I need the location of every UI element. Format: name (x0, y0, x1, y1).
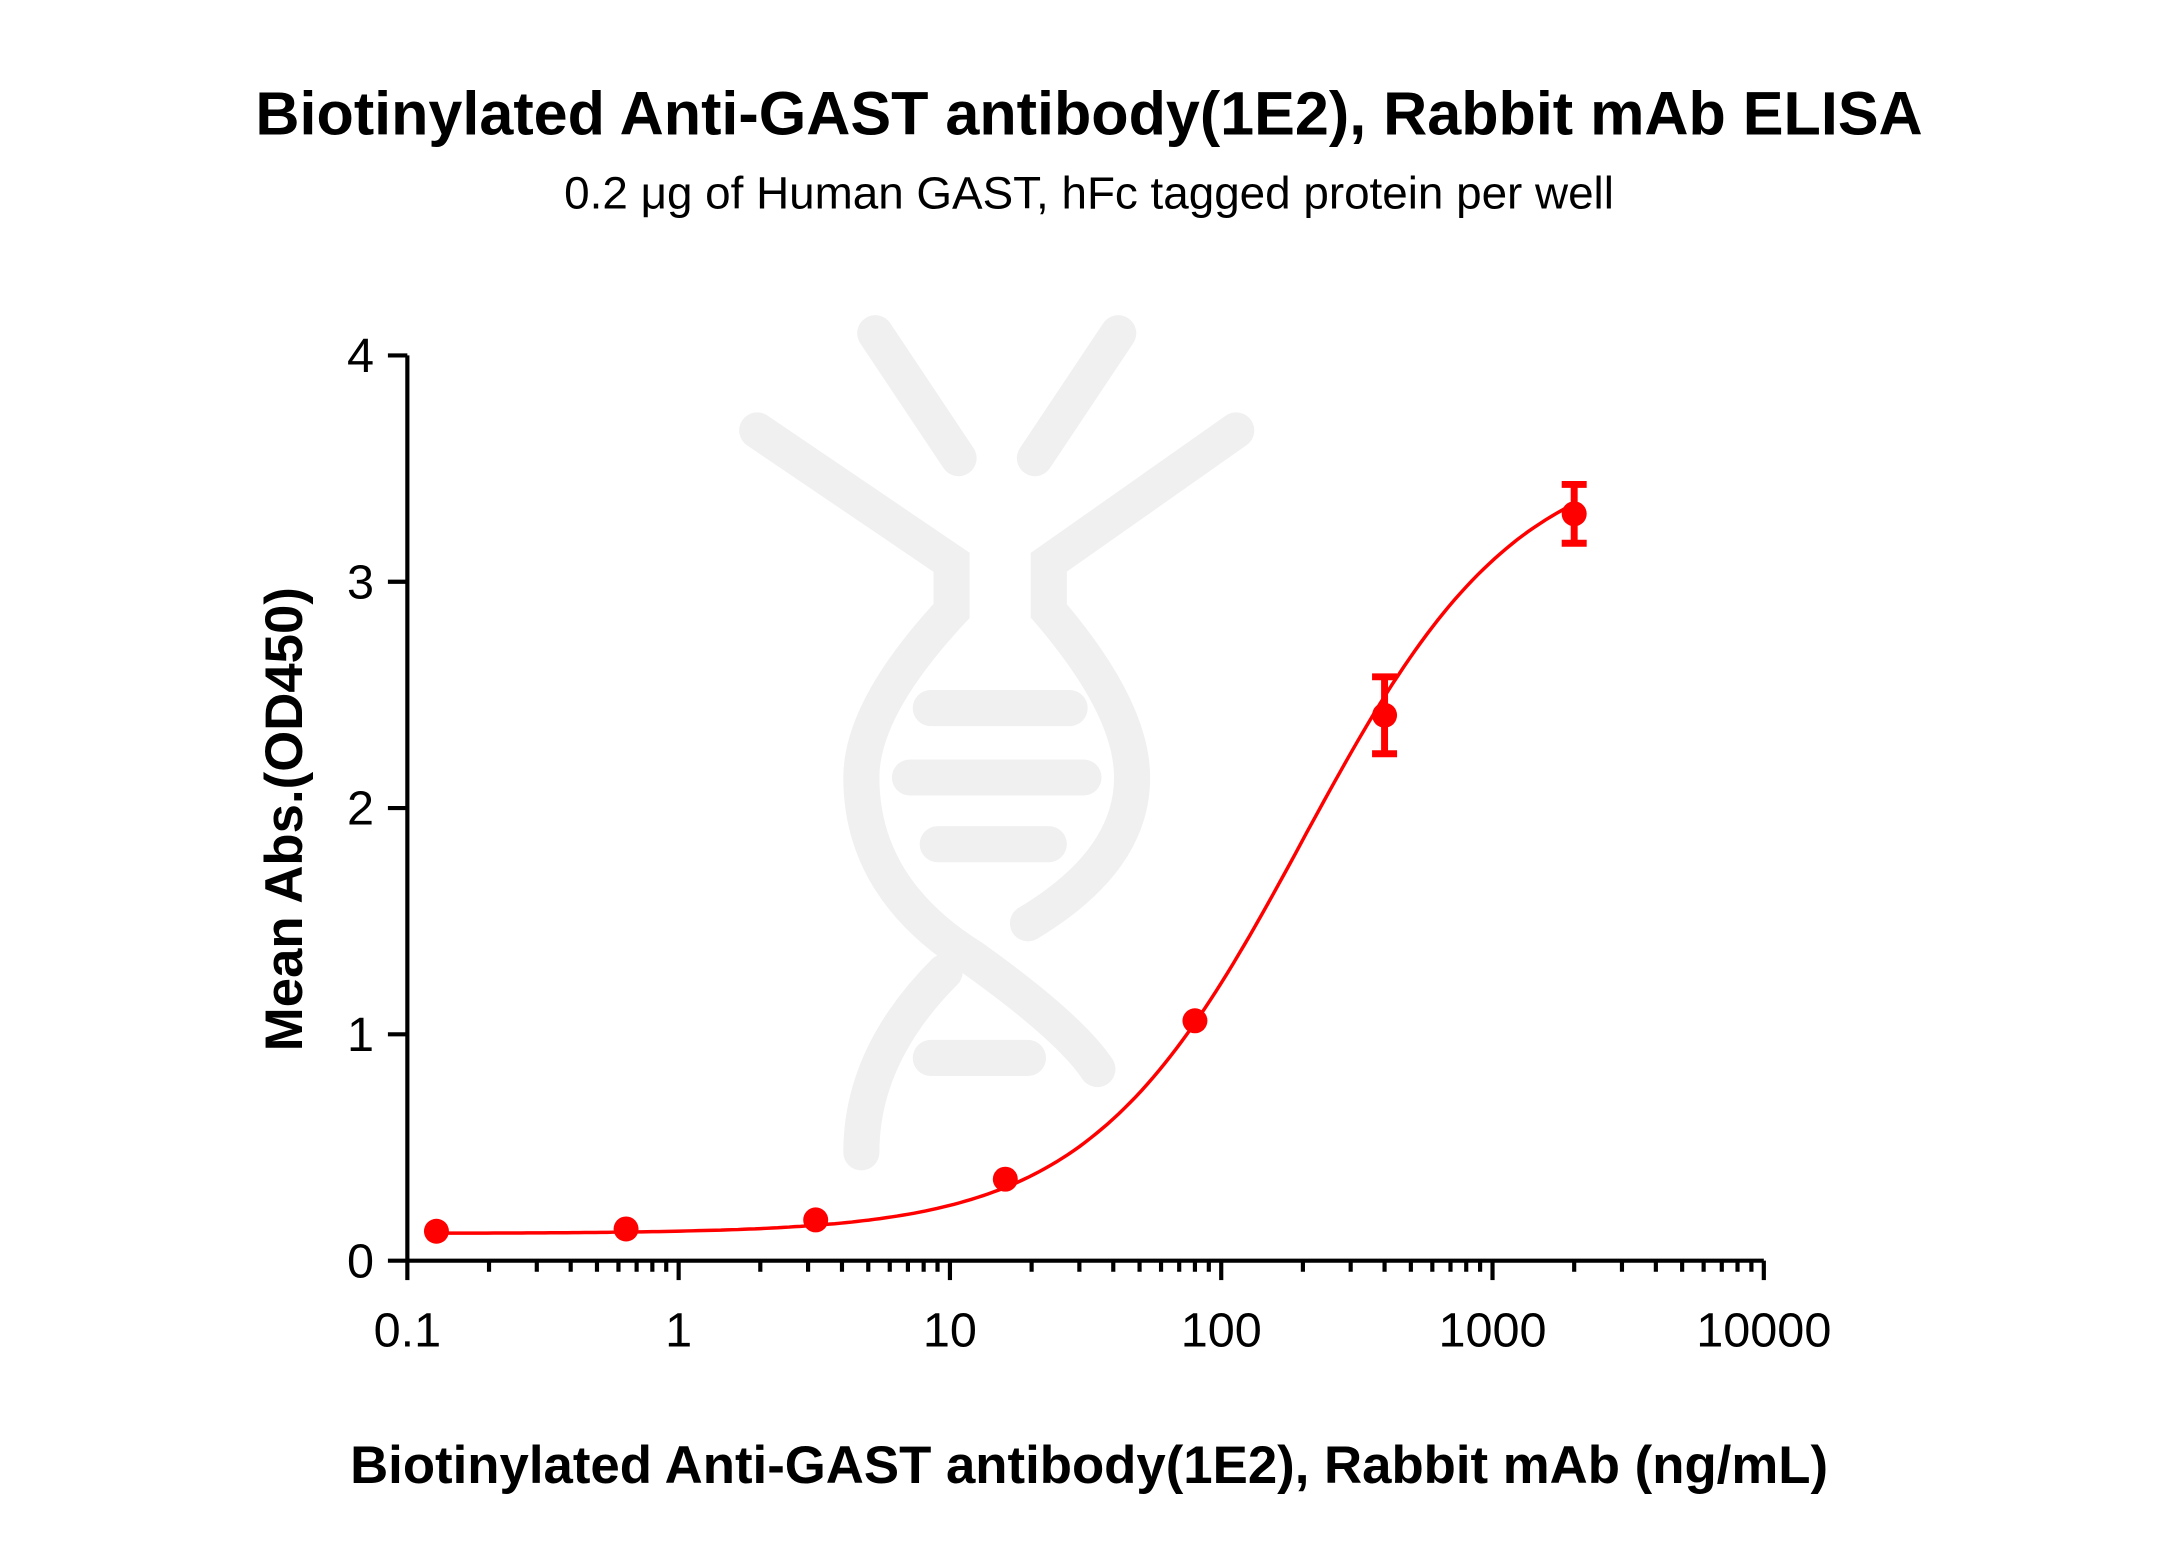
x-tick-label: 1000 (1438, 1304, 1546, 1358)
data-point (992, 1166, 1018, 1192)
x-axis-label: Biotinylated Anti-GAST antibody(1E2), Ra… (350, 1436, 1828, 1495)
chart-subtitle: 0.2 μg of Human GAST, hFc tagged protein… (564, 167, 1614, 218)
y-tick-label: 1 (347, 1008, 374, 1062)
y-tick-label: 3 (347, 555, 374, 609)
chart-title: Biotinylated Anti-GAST antibody(1E2), Ra… (255, 80, 1922, 148)
axes (387, 353, 1766, 1281)
data-point (1561, 501, 1587, 527)
fit-curve (436, 502, 1575, 1236)
data-point (803, 1207, 829, 1233)
plot-area (423, 480, 1587, 1244)
data-point (1182, 1008, 1208, 1034)
data-point (613, 1216, 639, 1242)
watermark-logo (739, 315, 1255, 1171)
x-tick-label: 1 (665, 1304, 692, 1358)
y-tick-label: 4 (347, 329, 374, 383)
y-tick-label: 0 (347, 1234, 374, 1288)
data-point (1372, 702, 1398, 728)
x-tick-label: 0.1 (374, 1304, 442, 1358)
y-axis-label: Mean Abs.(OD450) (255, 587, 314, 1051)
y-tick-label: 2 (347, 782, 374, 836)
x-tick-label: 100 (1181, 1304, 1262, 1358)
x-tick-label: 10 (923, 1304, 977, 1358)
data-point (423, 1218, 449, 1244)
x-tick-label: 10000 (1696, 1304, 1831, 1358)
tick-labels: 0 1 2 3 4 0.1 1 10 100 1000 10000 (347, 329, 1831, 1358)
